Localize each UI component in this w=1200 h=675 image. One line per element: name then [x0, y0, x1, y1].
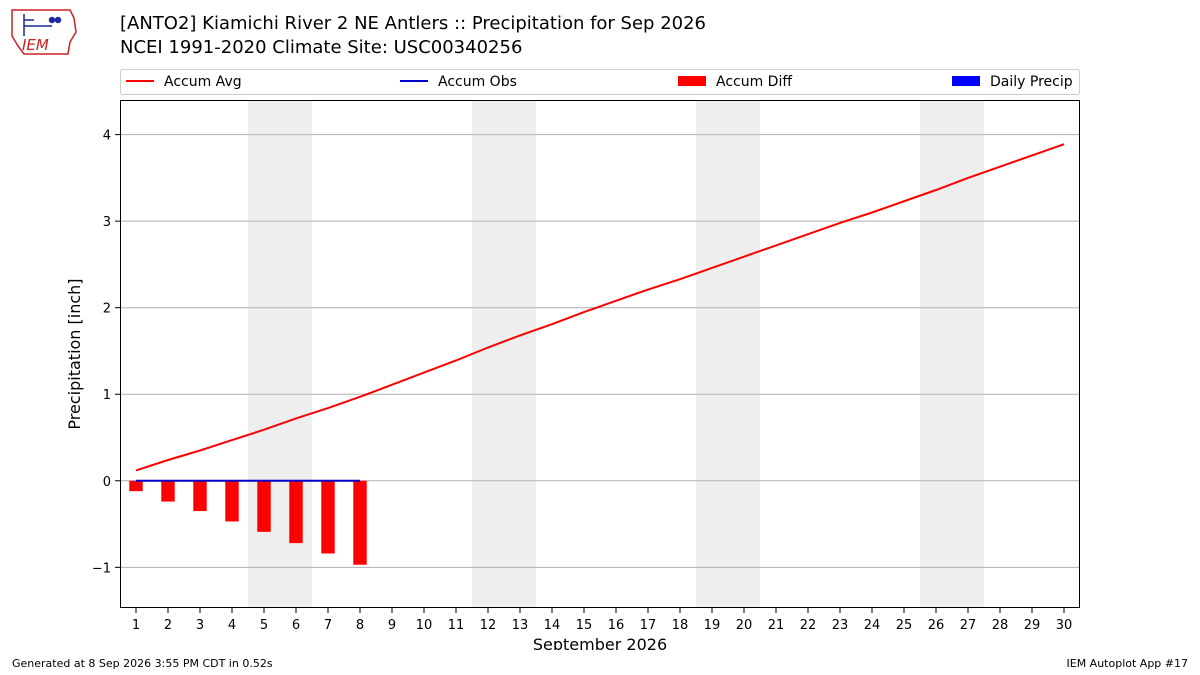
chart-title: [ANTO2] Kiamichi River 2 NE Antlers :: P… [120, 13, 707, 34]
accum-diff-bar [161, 480, 175, 502]
x-tick-label: 23 [832, 618, 849, 633]
x-tick-label: 19 [704, 618, 721, 633]
chart-subtitle: NCEI 1991-2020 Climate Site: USC00340256 [120, 37, 523, 58]
x-tick-label: 1 [132, 618, 140, 633]
x-tick-label: 25 [896, 618, 913, 633]
x-tick-label: 17 [640, 618, 657, 633]
x-tick-label: 12 [480, 618, 497, 633]
x-tick-label: 6 [292, 618, 300, 633]
x-tick-label: 15 [576, 618, 593, 633]
y-tick-label: 1 [103, 388, 111, 403]
x-tick-label: 29 [1024, 618, 1041, 633]
legend-label-accum-obs: Accum Obs [438, 74, 517, 90]
x-tick-label: 16 [608, 618, 625, 633]
x-tick-label: 14 [544, 618, 561, 633]
y-tick-label: 2 [103, 302, 111, 317]
y-axis-ticks: −1 0 1 2 3 4 [92, 129, 120, 576]
series-lines [135, 143, 1065, 482]
accum-diff-bar [353, 480, 367, 565]
weekend-band-2 [472, 100, 536, 608]
legend: Accum Avg Accum Obs Accum Diff Daily Precip [120, 69, 1080, 95]
x-tick-label: 13 [512, 618, 529, 633]
x-tick-label: 5 [260, 618, 268, 633]
x-tick-label: 18 [672, 618, 689, 633]
accum-diff-bar [225, 480, 239, 522]
legend-label-accum-avg: Accum Avg [164, 74, 242, 90]
x-tick-label: 22 [800, 618, 817, 633]
plot-frame [120, 100, 1080, 608]
x-tick-label: 21 [768, 618, 785, 633]
iem-logo: IEM [11, 9, 77, 55]
x-tick-label: 9 [388, 618, 396, 633]
legend-swatch-daily-precip [952, 76, 980, 86]
grid-lines [120, 134, 1080, 568]
legend-label-accum-diff: Accum Diff [716, 74, 792, 90]
x-tick-label: 26 [928, 618, 945, 633]
legend-box [120, 69, 1080, 95]
logo-text: IEM [22, 36, 49, 54]
x-tick-label: 8 [356, 618, 364, 633]
y-tick-label: 4 [103, 129, 111, 144]
x-axis-ticks: 1 2 3 4 5 6 7 8 9 10 11 12 13 14 15 16 17 18 19 20 21 22 23 24 2… [132, 608, 1072, 633]
x-tick-label: 10 [416, 618, 433, 633]
x-tick-label: 2 [164, 618, 172, 633]
weekend-band-3 [696, 100, 760, 608]
x-tick-label: 30 [1056, 618, 1073, 633]
x-tick-label: 11 [448, 618, 465, 633]
y-tick-label: 3 [103, 215, 111, 230]
legend-swatch-accum-diff [678, 76, 706, 86]
app-label: IEM Autoplot App #17 [1066, 657, 1189, 670]
accum-avg-line [135, 143, 1065, 472]
accum-diff-bars [129, 480, 367, 565]
legend-label-daily-precip: Daily Precip [990, 74, 1073, 90]
weather-station-icon [23, 14, 62, 36]
precipitation-chart: 1 2 3 4 5 6 7 8 9 10 11 12 13 14 15 16 17 18 19 20 21 22 23 24 2… [65, 69, 1080, 650]
x-tick-label: 7 [324, 618, 332, 633]
x-tick-label: 27 [960, 618, 977, 633]
accum-diff-bar [257, 480, 271, 532]
accum-diff-bar [289, 480, 303, 544]
y-tick-label: 0 [103, 475, 111, 490]
x-tick-label: 3 [196, 618, 204, 633]
y-tick-label: −1 [92, 561, 111, 576]
x-tick-label: 28 [992, 618, 1009, 633]
accum-diff-bar [193, 480, 207, 512]
accum-diff-bar [321, 480, 335, 554]
y-axis-label: Precipitation [inch] [65, 278, 84, 429]
generated-timestamp: Generated at 8 Sep 2026 3:55 PM CDT in 0… [12, 657, 273, 670]
x-tick-label: 20 [736, 618, 753, 633]
accum-diff-bar [129, 480, 143, 492]
x-tick-label: 24 [864, 618, 881, 633]
x-axis-label: September 2026 [533, 635, 667, 650]
x-tick-label: 4 [228, 618, 236, 633]
